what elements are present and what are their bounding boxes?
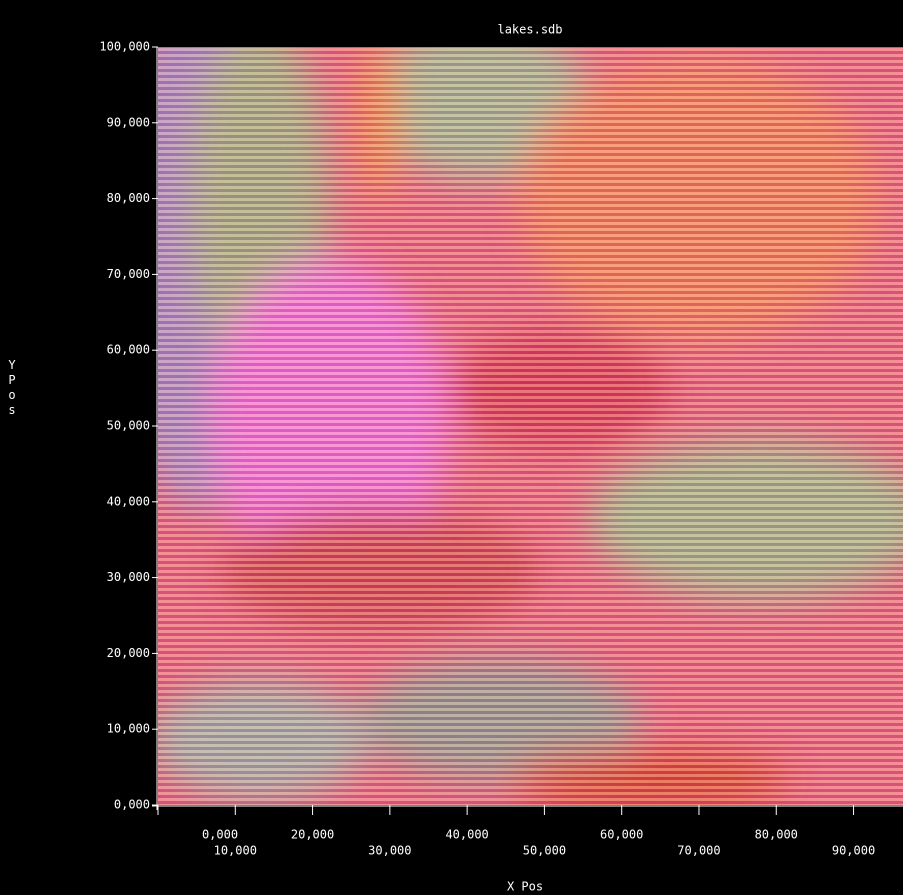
- y-tick-label: 0,000: [114, 798, 150, 812]
- raster-image: [110, 0, 903, 810]
- chart: lakes.sdb X Pos YPos 0,000 10,000 20,000 30…: [0, 0, 903, 895]
- x-tick-label: 50,000: [523, 844, 566, 858]
- x-tick-label: 0,000: [202, 828, 238, 842]
- y-tick-label: 60,000: [107, 343, 150, 357]
- x-tick-label: 10,000: [214, 844, 257, 858]
- y-tick-label: 40,000: [107, 494, 150, 508]
- y-tick-label: 90,000: [107, 115, 150, 129]
- chart-title: lakes.sdb: [497, 23, 562, 37]
- x-tick-label: 90,000: [832, 844, 875, 858]
- y-tick-label: 20,000: [107, 646, 150, 660]
- y-tick-label: 10,000: [107, 722, 150, 736]
- x-tick-label: 60,000: [600, 828, 643, 842]
- y-tick-label: 80,000: [107, 191, 150, 205]
- y-tick-label: 100,000: [99, 40, 150, 54]
- y-tick-label: 30,000: [107, 570, 150, 584]
- x-tick-label: 70,000: [677, 844, 720, 858]
- x-tick-label: 40,000: [445, 828, 488, 842]
- x-tick-label: 30,000: [368, 844, 411, 858]
- x-axis-label: X Pos: [507, 880, 543, 894]
- x-tick-label: 80,000: [755, 828, 798, 842]
- x-tick-label: 20,000: [291, 828, 334, 842]
- y-tick-label: 50,000: [107, 419, 150, 433]
- y-tick-label: 70,000: [107, 267, 150, 281]
